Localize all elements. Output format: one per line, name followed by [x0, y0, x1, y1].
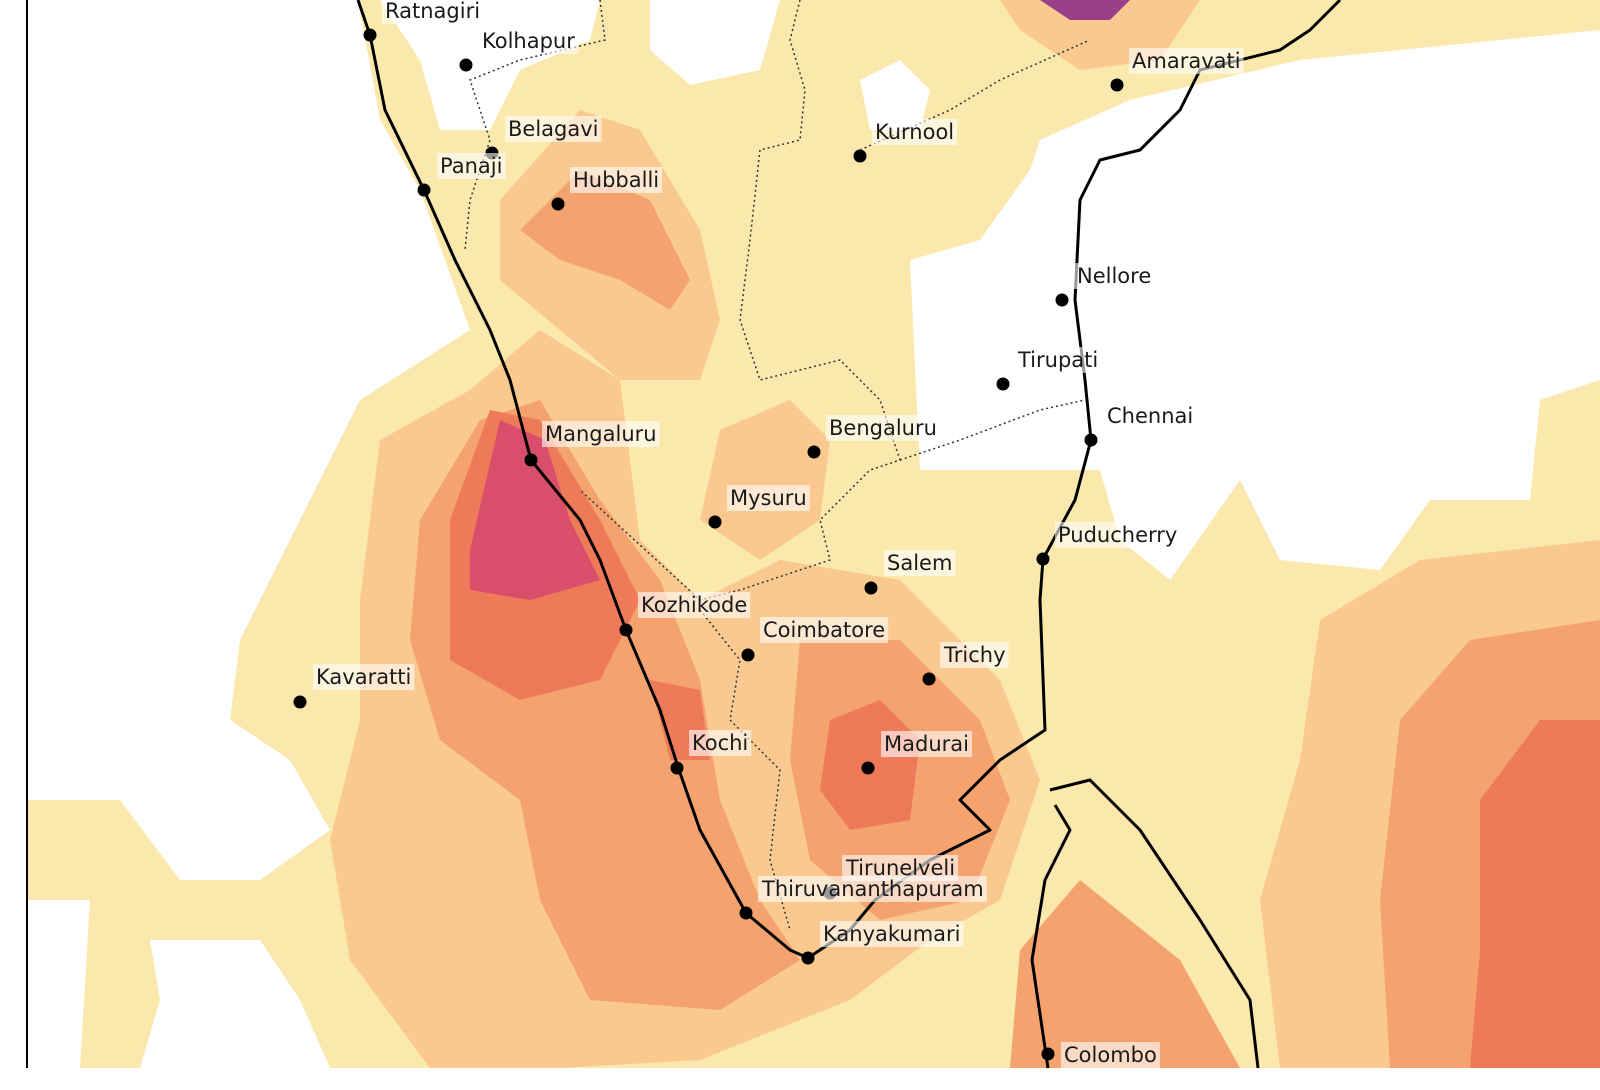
label-background	[437, 153, 506, 179]
label-background	[884, 550, 956, 576]
city-label: Bengaluru	[829, 416, 937, 440]
city-dot	[861, 761, 875, 775]
city-label: Mangaluru	[545, 422, 657, 446]
city-dot	[417, 183, 431, 197]
city-dot	[922, 672, 936, 686]
city-dot	[363, 28, 377, 42]
label-background	[1074, 263, 1155, 289]
label-background	[382, 0, 484, 24]
city-dot	[853, 149, 867, 163]
city-dot	[708, 515, 722, 529]
city-label: Tirupati	[1017, 348, 1098, 372]
label-background	[638, 592, 751, 618]
city-label: Coimbatore	[763, 618, 885, 642]
city-label: Amaravati	[1132, 49, 1241, 73]
city-dot	[739, 906, 753, 920]
city-label: Salem	[887, 551, 952, 575]
city-dot	[293, 695, 307, 709]
label-background	[758, 876, 987, 902]
label-background	[1061, 1042, 1160, 1068]
city-label: Ratnagiri	[385, 0, 480, 23]
city-label: Thiruvananthapuram	[761, 877, 984, 901]
city-dot	[741, 648, 755, 662]
city-label: Kurnool	[875, 120, 954, 144]
label-background	[826, 415, 940, 441]
city-dot	[807, 445, 821, 459]
label-background	[689, 730, 752, 756]
city-label: Colombo	[1064, 1043, 1157, 1067]
label-background	[881, 731, 972, 757]
city-dot	[524, 453, 538, 467]
city-label: Madurai	[884, 732, 969, 756]
label-background	[1014, 347, 1102, 373]
city-dot	[1110, 78, 1124, 92]
city-label: Hubballi	[573, 168, 659, 192]
label-background	[760, 617, 889, 643]
city-label: Belagavi	[508, 117, 599, 141]
city-dot	[619, 623, 633, 637]
label-background	[1129, 48, 1244, 74]
label-background	[505, 116, 602, 142]
city-dot	[1041, 1047, 1055, 1061]
state-borders	[464, 0, 1091, 931]
label-background	[727, 485, 810, 511]
label-background	[872, 119, 958, 145]
label-background	[570, 167, 663, 193]
label-background	[479, 28, 579, 54]
label-background	[1055, 522, 1181, 548]
city-dot	[1055, 293, 1069, 307]
city-dot	[1036, 552, 1050, 566]
label-background	[542, 421, 660, 447]
city-label: Mysuru	[730, 486, 807, 510]
city-label: Trichy	[943, 643, 1006, 667]
city-label: Kanyakumari	[823, 922, 961, 946]
label-background	[820, 921, 964, 947]
label-background	[313, 664, 415, 690]
city-label: Panaji	[440, 154, 502, 178]
city-dot	[670, 761, 684, 775]
city-label: Kozhikode	[641, 593, 747, 617]
heatmap	[27, 0, 1600, 1068]
city-dot	[996, 377, 1010, 391]
city-label: Kochi	[692, 731, 748, 755]
label-background	[940, 642, 1009, 668]
label-background	[1104, 403, 1197, 429]
city-label: Kolhapur	[482, 29, 575, 53]
city-label: Nellore	[1077, 264, 1151, 288]
city-dot	[551, 197, 565, 211]
city-dot	[864, 581, 878, 595]
city-dot	[459, 58, 473, 72]
city-dot	[1084, 433, 1098, 447]
city-label: Kavaratti	[316, 665, 411, 689]
city-label: Puducherry	[1058, 523, 1177, 547]
city-label: Chennai	[1107, 404, 1193, 428]
city-dot	[801, 951, 815, 965]
